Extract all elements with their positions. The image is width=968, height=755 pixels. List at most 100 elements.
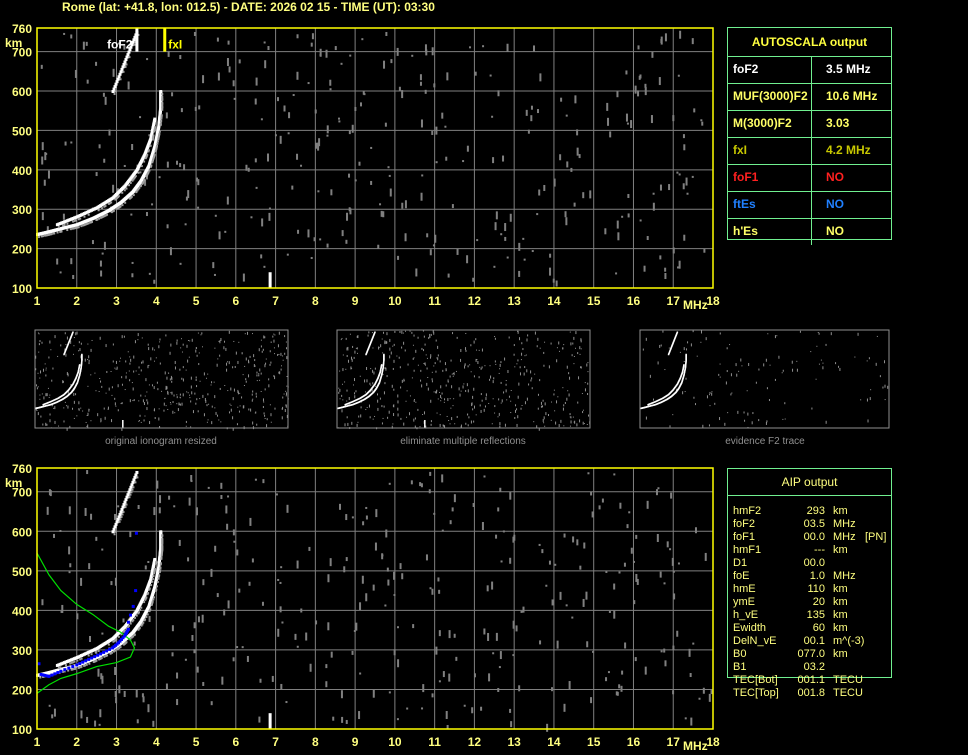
trace-echo xyxy=(146,153,149,156)
noise-echo xyxy=(310,42,313,47)
noise-echo xyxy=(710,690,713,695)
noise-echo xyxy=(451,385,453,389)
noise-echo xyxy=(744,419,746,422)
noise-echo xyxy=(148,347,150,351)
noise-echo xyxy=(237,360,239,364)
noise-echo xyxy=(258,716,261,723)
noise-echo xyxy=(703,248,706,253)
trace-echo xyxy=(161,97,164,100)
noise-echo xyxy=(82,410,84,412)
noise-echo xyxy=(379,203,382,206)
noise-echo xyxy=(420,483,423,488)
noise-echo xyxy=(550,342,552,345)
noise-echo xyxy=(424,343,426,346)
trace-echo xyxy=(114,649,117,652)
y-tick-label: 600 xyxy=(12,525,32,539)
noise-echo xyxy=(118,685,121,694)
trace-echo xyxy=(160,119,163,122)
noise-echo xyxy=(436,412,438,414)
noise-echo xyxy=(513,353,515,356)
noise-echo xyxy=(568,393,570,397)
noise-echo xyxy=(447,381,449,383)
noise-echo xyxy=(167,372,169,374)
noise-echo xyxy=(115,697,118,704)
noise-echo xyxy=(90,374,92,376)
profile-point xyxy=(43,673,47,677)
noise-echo xyxy=(433,83,436,88)
trace-echo xyxy=(126,493,130,497)
noise-echo xyxy=(423,335,425,338)
noise-echo xyxy=(294,633,297,640)
trace-echo xyxy=(153,130,156,133)
x-tick-label: 16 xyxy=(627,735,641,749)
param-label: Ewidth xyxy=(733,622,767,634)
noise-echo xyxy=(101,385,103,388)
trace-echo xyxy=(142,621,145,624)
noise-echo xyxy=(415,401,417,403)
noise-echo xyxy=(474,71,477,76)
noise-echo xyxy=(262,398,264,402)
noise-echo xyxy=(38,343,40,346)
noise-echo xyxy=(369,416,371,419)
noise-echo xyxy=(227,390,229,392)
noise-echo xyxy=(372,369,374,373)
trace-echo xyxy=(110,201,113,204)
trace-echo xyxy=(147,592,150,595)
noise-echo xyxy=(726,370,728,373)
noise-echo xyxy=(382,373,384,375)
noise-echo xyxy=(835,362,837,365)
noise-echo xyxy=(49,419,51,423)
trace-echo xyxy=(160,557,163,560)
trace-echo xyxy=(73,219,76,222)
noise-echo xyxy=(79,348,81,352)
noise-echo xyxy=(518,382,520,386)
noise-echo xyxy=(347,349,349,351)
noise-echo xyxy=(443,401,445,403)
noise-echo xyxy=(692,642,695,645)
noise-echo xyxy=(216,363,218,367)
noise-echo xyxy=(179,163,182,168)
trace-echo xyxy=(138,186,141,189)
noise-echo xyxy=(456,336,458,339)
noise-echo xyxy=(64,401,66,403)
noise-echo xyxy=(232,366,234,369)
marker-label: fxI xyxy=(168,38,182,52)
noise-echo xyxy=(206,404,208,407)
noise-echo xyxy=(370,384,372,386)
noise-echo xyxy=(440,385,442,389)
noise-echo xyxy=(191,634,194,641)
noise-echo xyxy=(672,570,675,573)
trace-echo xyxy=(157,138,160,141)
noise-echo xyxy=(98,391,100,393)
noise-echo xyxy=(313,237,316,242)
noise-echo xyxy=(190,376,192,380)
noise-echo xyxy=(435,339,437,342)
noise-echo xyxy=(441,392,443,395)
noise-echo xyxy=(374,542,377,551)
noise-echo xyxy=(509,708,512,713)
noise-echo xyxy=(66,372,68,376)
noise-echo xyxy=(357,335,359,339)
noise-echo xyxy=(286,356,288,360)
noise-echo xyxy=(613,583,616,590)
trace-echo xyxy=(114,90,117,93)
noise-echo xyxy=(477,360,479,364)
noise-echo xyxy=(425,354,427,356)
noise-echo xyxy=(359,102,362,107)
trace-echo xyxy=(156,140,159,143)
noise-echo xyxy=(273,374,275,377)
trace-echo xyxy=(132,194,135,197)
noise-echo xyxy=(112,343,114,346)
noise-echo xyxy=(270,361,272,364)
noise-echo xyxy=(282,355,284,357)
noise-echo xyxy=(248,361,250,364)
noise-echo xyxy=(617,232,620,241)
noise-echo xyxy=(621,670,624,675)
noise-echo xyxy=(385,340,387,344)
noise-echo xyxy=(442,369,444,372)
noise-echo xyxy=(166,376,168,380)
noise-echo xyxy=(672,690,675,695)
noise-echo xyxy=(95,61,98,66)
noise-echo xyxy=(198,363,200,366)
noise-echo xyxy=(587,393,589,396)
